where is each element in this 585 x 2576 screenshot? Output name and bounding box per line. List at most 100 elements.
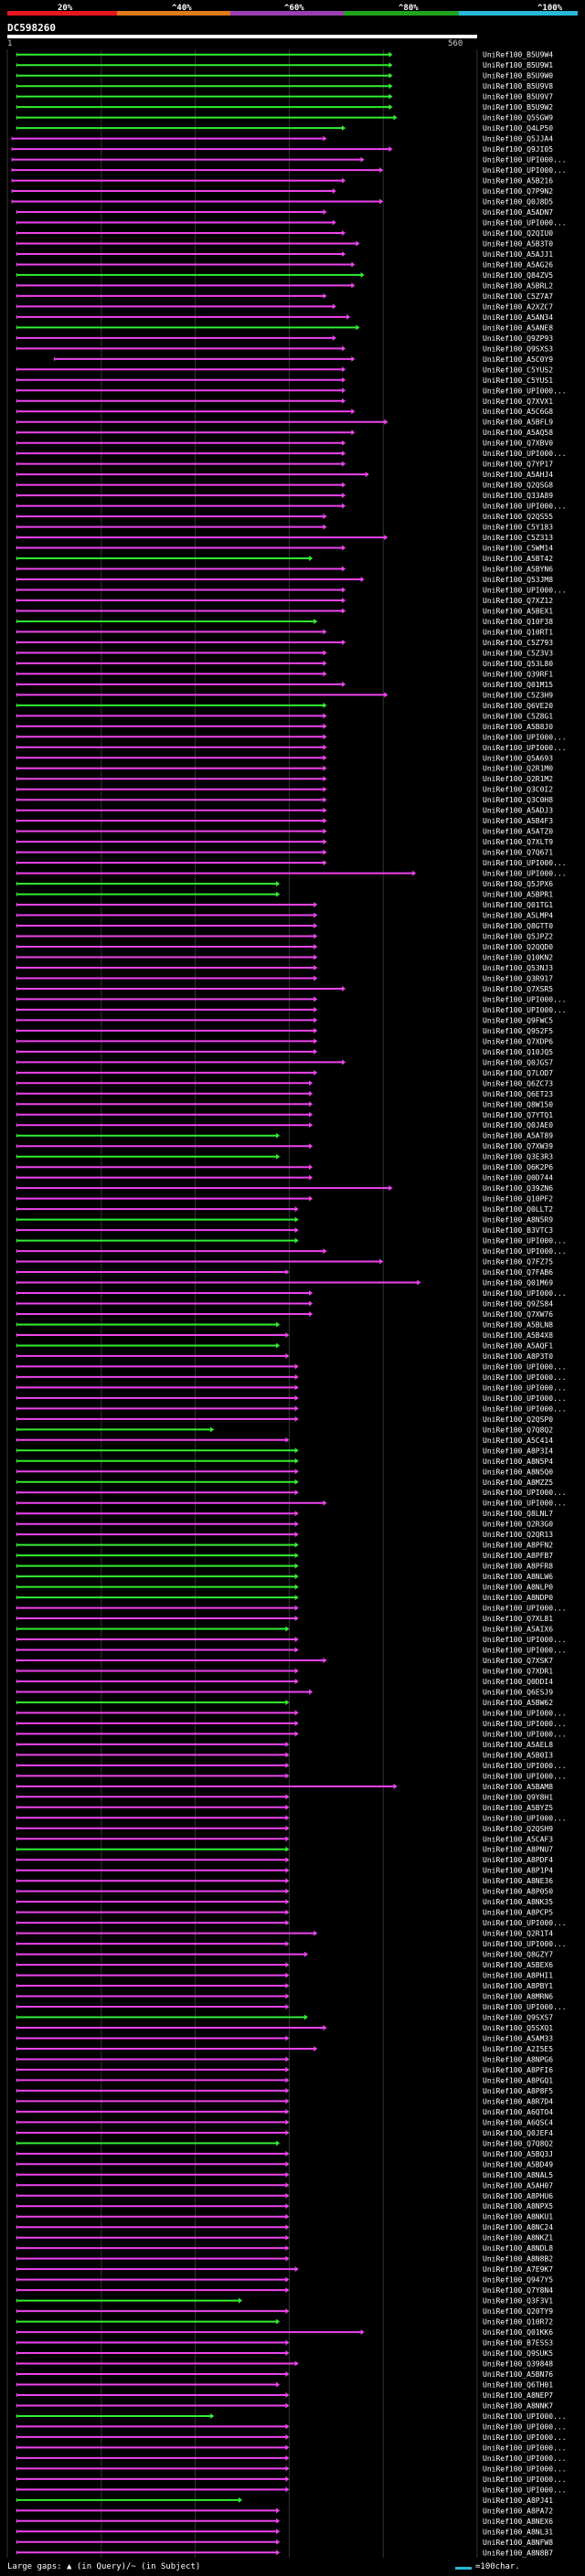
hit-row[interactable]: UniRef100_UPI000... [16,1762,567,1770]
hit-row[interactable]: UniRef100_A5BW62 [16,1699,553,1707]
hit-label[interactable]: UniRef100_C5Z7A7 [483,292,553,301]
hit-row[interactable]: UniRef100_UPI000... [16,1720,567,1728]
hit-row[interactable]: UniRef100_A8NPX5 [16,2202,553,2210]
hit-label[interactable]: UniRef100_UPI000... [483,1720,567,1728]
hit-row[interactable]: UniRef100_Q8LNL7 [16,1510,553,1518]
hit-row[interactable]: UniRef100_Q01KK6 [16,2328,553,2337]
hit-label[interactable]: UniRef100_Q7XL81 [483,1615,553,1623]
hit-label[interactable]: UniRef100_Q7XZ12 [483,597,553,605]
hit-row[interactable]: UniRef100_Q7Q671 [16,849,553,857]
hit-label[interactable]: UniRef100_A8PCP5 [483,1909,553,1917]
hit-row[interactable]: UniRef100_Q0DDI4 [16,1678,553,1686]
hit-label[interactable]: UniRef100_A8NL31 [483,2528,553,2536]
hit-row[interactable]: UniRef100_UPI000... [16,1772,567,1780]
hit-row[interactable]: UniRef100_Q7XSK7 [16,1657,553,1665]
hit-label[interactable]: UniRef100_Q7P9N2 [483,187,553,196]
hit-row[interactable]: UniRef100_A5AG26 [16,260,553,269]
hit-row[interactable]: UniRef100_Q7LOD7 [16,1069,553,1077]
hit-label[interactable]: UniRef100_UPI000... [483,733,567,741]
hit-label[interactable]: UniRef100_Q0JEF4 [483,2129,553,2137]
hit-label[interactable]: UniRef100_A8P3I4 [483,1447,553,1455]
hit-label[interactable]: UniRef100_A8PFI6 [483,2066,553,2074]
hit-row[interactable]: UniRef100_Q5SXQ1 [16,2024,553,2032]
hit-label[interactable]: UniRef100_A8NLW6 [483,1573,553,1581]
hit-row[interactable]: UniRef100_A5CAF3 [16,1835,553,1843]
hit-row[interactable]: UniRef100_A8PNU7 [16,1846,553,1854]
hit-label[interactable]: UniRef100_A8PGQ1 [483,2076,553,2084]
hit-label[interactable]: UniRef100_Q10F38 [483,618,553,626]
hit-row[interactable]: UniRef100_A8NC24 [16,2223,553,2231]
hit-row[interactable]: UniRef100_Q7XSR5 [16,985,553,993]
hit-label[interactable]: UniRef100_UPI000... [483,1500,567,1508]
hit-row[interactable]: UniRef100_Q6VE20 [16,702,553,710]
hit-row[interactable]: UniRef100_A5BAM8 [16,1783,553,1791]
hit-label[interactable]: UniRef100_A5B216 [483,177,553,186]
hit-label[interactable]: UniRef100_A8NAL5 [483,2171,553,2179]
hit-row[interactable]: UniRef100_UPI000... [16,1605,567,1613]
hit-row[interactable]: UniRef100_A5ANE8 [16,323,553,332]
hit-label[interactable]: UniRef100_UPI000... [483,1647,567,1655]
hit-row[interactable]: UniRef100_A5ATZ0 [16,828,553,836]
hit-label[interactable]: UniRef100_UPI000... [483,1237,567,1246]
hit-row[interactable]: UniRef100_UPI000... [16,1383,567,1392]
hit-label[interactable]: UniRef100_Q9ZS84 [483,1300,553,1309]
hit-label[interactable]: UniRef100_Q2QSG8 [483,482,553,490]
hit-row[interactable]: UniRef100_UPI000... [16,995,567,1003]
hit-label[interactable]: UniRef100_UPI000... [483,1362,567,1371]
hit-label[interactable]: UniRef100_Q2R1T4 [483,1930,553,1938]
hit-label[interactable]: UniRef100_A5ADN7 [483,208,553,217]
hit-row[interactable]: UniRef100_Q7XW39 [16,1142,553,1150]
hit-row[interactable]: UniRef100_A5AM33 [16,2034,553,2042]
hit-label[interactable]: UniRef100_Q01M69 [483,1279,553,1288]
hit-label[interactable]: UniRef100_UPI000... [483,1489,567,1497]
hit-row[interactable]: UniRef100_Q33A89 [16,492,553,500]
hit-label[interactable]: UniRef100_Q0LLT2 [483,1205,553,1214]
hit-label[interactable]: UniRef100_UPI000... [483,1940,567,1948]
hit-row[interactable]: UniRef100_Q6K2P6 [16,1163,553,1171]
hit-row[interactable]: UniRef100_Q4LP50 [16,124,553,133]
hit-label[interactable]: UniRef100_A8N5Q0 [483,1468,553,1476]
hit-label[interactable]: UniRef100_Q3R917 [483,974,553,982]
hit-label[interactable]: UniRef100_B5U9W2 [483,103,553,111]
hit-row[interactable]: UniRef100_Q01TG1 [16,901,553,909]
hit-label[interactable]: UniRef100_Q84ZV5 [483,271,553,280]
hit-row[interactable]: UniRef100_A5LMP4 [16,912,553,920]
hit-row[interactable]: UniRef100_B5U9V8 [16,82,553,90]
hit-row[interactable]: UniRef100_Q9SXS3 [16,345,553,353]
hit-row[interactable]: UniRef100_UPI000... [16,2465,567,2473]
hit-label[interactable]: UniRef100_Q01M15 [483,681,553,689]
hit-label[interactable]: UniRef100_Q6TH01 [483,2380,553,2389]
hit-row[interactable]: UniRef100_UPI000... [16,1362,567,1371]
hit-label[interactable]: UniRef100_Q5A693 [483,754,553,762]
hit-row[interactable]: UniRef100_B5U9W0 [16,72,553,80]
hit-label[interactable]: UniRef100_A5BT42 [483,555,553,563]
hit-row[interactable]: UniRef100_A8N8B2 [16,2255,553,2263]
hit-row[interactable]: UniRef100_A8NLW6 [16,1573,553,1581]
hit-label[interactable]: UniRef100_A8NDL8 [483,2244,553,2253]
hit-label[interactable]: UniRef100_Q7YP17 [483,461,553,469]
hit-row[interactable]: UniRef100_A8P1P4 [16,1867,553,1875]
hit-label[interactable]: UniRef100_Q39RF1 [483,670,553,678]
hit-row[interactable]: UniRef100_UPI000... [16,1489,567,1497]
hit-row[interactable]: UniRef100_B5U9W1 [16,61,553,69]
hit-label[interactable]: UniRef100_A5AIX6 [483,1626,553,1634]
hit-row[interactable]: UniRef100_Q0JAE0 [16,1121,553,1129]
hit-label[interactable]: UniRef100_A8N8B7 [483,2549,553,2557]
hit-row[interactable]: UniRef100_Q8W150 [16,1100,553,1108]
hit-label[interactable]: UniRef100_A5AHJ4 [483,471,553,479]
hit-label[interactable]: UniRef100_Q8LNL7 [483,1510,553,1518]
hit-row[interactable]: UniRef100_A8PHI1 [16,1972,553,1980]
hit-label[interactable]: UniRef100_Q9ZP93 [483,334,553,343]
hit-row[interactable]: UniRef100_B5U9V7 [16,93,553,101]
hit-label[interactable]: UniRef100_UPI000... [483,1730,567,1738]
hit-row[interactable]: UniRef100_A8NPG6 [16,2055,553,2063]
hit-label[interactable]: UniRef100_Q7Y8N4 [483,2286,553,2295]
hit-label[interactable]: UniRef100_A8PFN2 [483,1542,553,1550]
hit-row[interactable]: UniRef100_UPI000... [16,1636,567,1644]
hit-row[interactable]: UniRef100_A8N8B7 [16,2549,553,2557]
hit-label[interactable]: UniRef100_Q7FAB6 [483,1268,553,1277]
hit-row[interactable]: UniRef100_A5AHJ4 [16,471,553,479]
hit-label[interactable]: UniRef100_C5YUS1 [483,376,553,385]
hit-label[interactable]: UniRef100_UPI000... [483,2486,567,2494]
hit-row[interactable]: UniRef100_A8NDL8 [16,2244,553,2253]
